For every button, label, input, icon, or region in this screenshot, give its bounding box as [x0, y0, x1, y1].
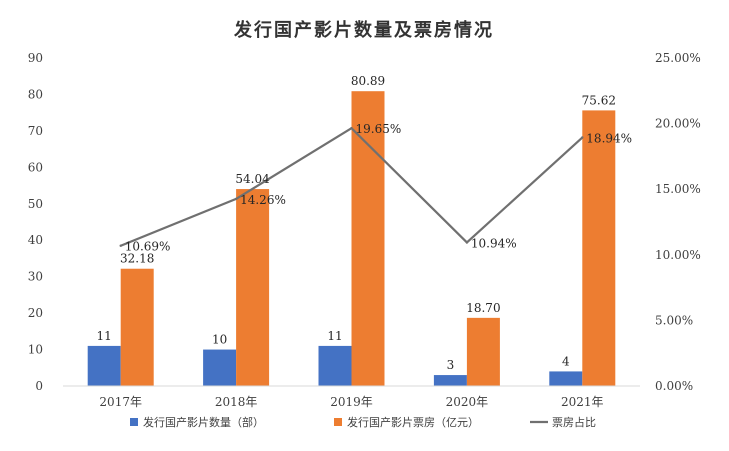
bar-count	[203, 349, 237, 386]
x-tick-label: 2018年	[215, 395, 258, 409]
bar-boxoffice	[466, 317, 500, 386]
y-tick-label: 40	[28, 233, 43, 247]
line-data-label: 14.26%	[240, 193, 286, 207]
bar-data-label: 75.62	[582, 93, 616, 107]
x-tick-label: 2020年	[446, 395, 489, 409]
y-tick-label: 20	[28, 306, 43, 320]
bar-boxoffice	[236, 189, 270, 386]
line-point	[581, 136, 584, 139]
x-tick-label: 2017年	[99, 395, 142, 409]
y-tick-label: 50	[28, 197, 43, 211]
left-axis: 0 10 20 30 40 50 60 70 80 90	[28, 51, 43, 393]
bar-data-label: 11	[97, 329, 112, 343]
bar-boxoffice	[120, 268, 154, 386]
y2-tick-label: 0.00%	[655, 379, 693, 393]
chart-title: 发行国产影片数量及票房情况	[233, 19, 494, 41]
bar-data-label: 4	[562, 354, 570, 368]
x-tick-label: 2021年	[561, 395, 604, 409]
bar-count	[549, 371, 583, 386]
bar-count	[87, 345, 121, 386]
x-tick-label: 2019年	[330, 395, 373, 409]
line-layer	[119, 126, 584, 247]
line-data-label: 19.65%	[356, 122, 402, 136]
bar-count	[318, 345, 352, 386]
bar-layer	[87, 91, 616, 387]
y2-tick-label: 20.00%	[655, 117, 701, 131]
y-tick-label: 10	[28, 343, 43, 357]
y-tick-label: 0	[35, 379, 43, 393]
bar-data-label: 32.18	[120, 252, 154, 266]
bar-count	[433, 375, 467, 386]
legend-swatch	[130, 418, 138, 426]
line-point	[234, 197, 238, 201]
legend: 发行国产影片数量（部） 发行国产影片票房（亿元） 票房占比	[130, 415, 596, 429]
line-data-label: 10.94%	[471, 236, 517, 250]
y2-tick-label: 10.00%	[655, 248, 701, 262]
y-tick-label: 80	[28, 87, 43, 101]
bar-data-label: 54.04	[235, 172, 270, 186]
line-point	[119, 244, 122, 247]
y2-tick-label: 15.00%	[655, 182, 701, 196]
legend-swatch	[334, 418, 342, 426]
bar-data-label: 18.70	[466, 301, 500, 315]
legend-label: 发行国产影片票房（亿元）	[347, 415, 479, 429]
x-axis: 2017年 2018年 2019年 2020年 2021年	[63, 385, 640, 409]
legend-label: 票房占比	[552, 415, 596, 429]
bar-boxoffice	[582, 110, 616, 387]
bar-data-label: 80.89	[351, 74, 385, 88]
y-tick-label: 30	[28, 270, 43, 284]
y-tick-label: 90	[28, 51, 43, 65]
line-data-label: 10.69%	[125, 240, 171, 254]
legend-label: 发行国产影片数量（部）	[143, 415, 264, 429]
bar-data-label: 10	[212, 333, 227, 347]
bar-data-label: 11	[327, 329, 342, 343]
y2-tick-label: 25.00%	[655, 51, 701, 65]
line-point	[465, 241, 469, 244]
y-tick-label: 70	[28, 124, 43, 138]
bar-data-label: 3	[447, 358, 455, 372]
line-point	[350, 126, 353, 130]
y2-tick-label: 5.00%	[655, 313, 693, 327]
line-data-label: 18.94%	[586, 132, 632, 146]
y-tick-label: 60	[28, 160, 43, 174]
right-axis: 0.00% 5.00% 10.00% 15.00% 20.00% 25.00%	[655, 51, 701, 393]
bar-boxoffice	[351, 91, 385, 386]
data-label-layer: 11 10 11 3 4 32.18 54.04 80.89 18.70 75.62 10.69% 1…	[97, 74, 633, 372]
